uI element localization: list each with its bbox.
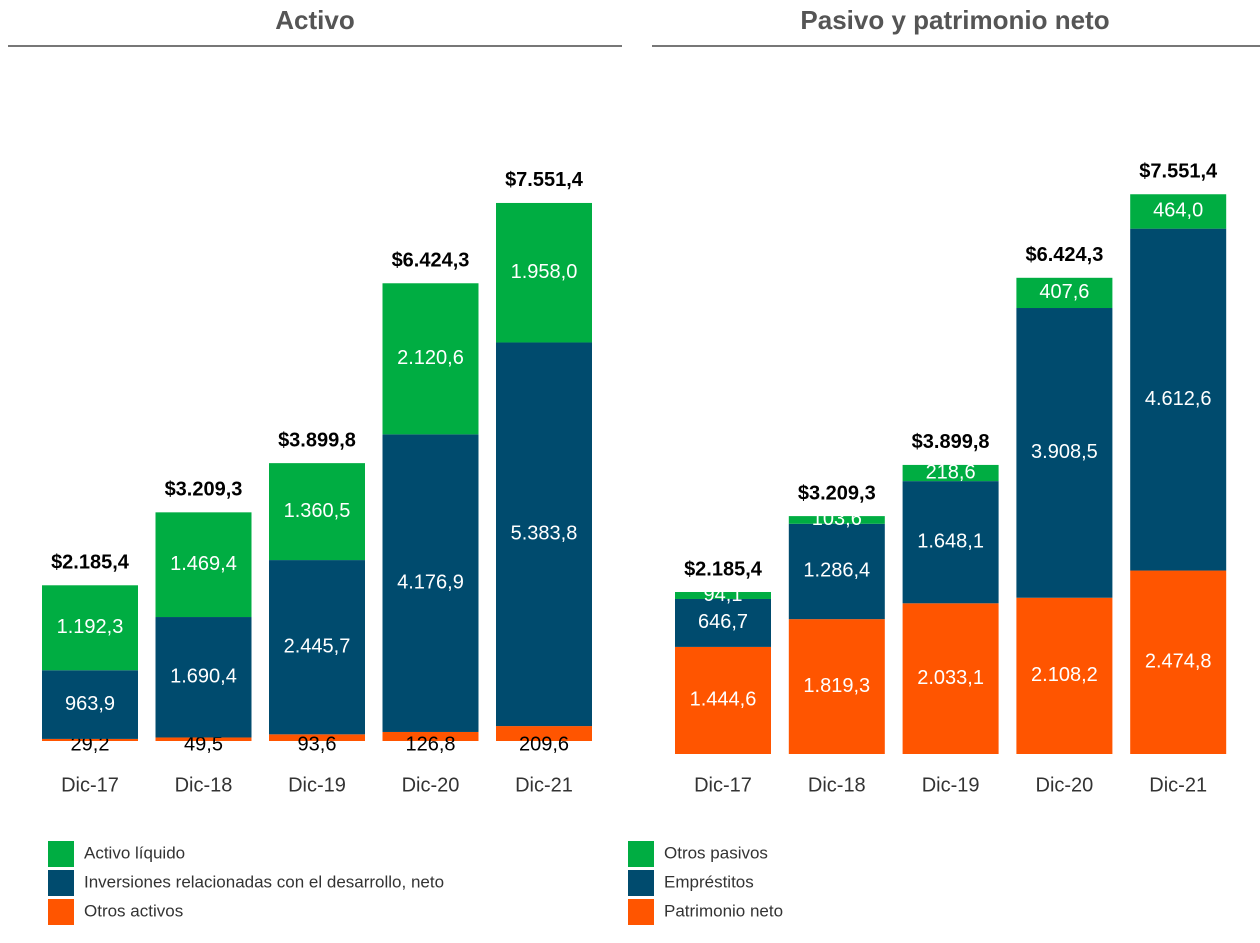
value-label: 4.176,9 (397, 571, 464, 593)
total-label: $3.209,3 (798, 482, 876, 504)
bar-segment (496, 342, 592, 727)
legend-label: Activo líquido (84, 843, 185, 862)
x-tick-label: Dic-20 (402, 774, 460, 796)
legend-label: Otros activos (84, 901, 183, 920)
total-label: $6.424,3 (392, 250, 470, 272)
value-label: 1.360,5 (284, 500, 351, 522)
legend-label: Otros pasivos (664, 843, 768, 862)
legend-swatch (628, 899, 654, 925)
value-label: 1.690,4 (170, 666, 237, 688)
legend-swatch (48, 870, 74, 896)
total-label: $2.185,4 (51, 552, 130, 574)
x-tick-label: Dic-21 (515, 774, 573, 796)
bar-segment (902, 603, 999, 754)
bar-segment (42, 738, 138, 741)
bar-segment (788, 523, 885, 620)
legend-swatch (48, 841, 74, 867)
bar-segment (902, 481, 999, 604)
legend-label: Patrimonio neto (664, 901, 783, 920)
bar-segment (382, 283, 479, 435)
bar-segment (1016, 277, 1113, 309)
total-label: $7.551,4 (505, 169, 584, 191)
bar-segment (1016, 597, 1113, 754)
legend-swatch (628, 870, 654, 896)
value-label: 2.120,6 (397, 347, 464, 369)
value-label: 3.908,5 (1031, 441, 1098, 463)
bar-segment (155, 617, 252, 738)
bar-segment (269, 560, 365, 735)
x-tick-label: Dic-20 (1036, 774, 1094, 796)
value-label: 646,7 (698, 611, 748, 633)
value-label: 209,6 (519, 733, 569, 755)
value-label: 2.033,1 (917, 667, 984, 689)
bar-segment (382, 434, 479, 732)
value-label: 1.648,1 (917, 530, 984, 552)
value-label: 94,1 (704, 584, 743, 606)
chart-title: Pasivo y patrimonio neto (800, 5, 1109, 35)
total-label: $3.899,8 (278, 429, 356, 451)
bar-segment (1016, 308, 1113, 598)
bar-segment (675, 646, 771, 754)
bar-segment (1130, 194, 1227, 229)
bar-segment (675, 598, 771, 647)
legend-swatch (628, 841, 654, 867)
value-label: 1.192,3 (57, 616, 124, 638)
total-label: $2.185,4 (684, 558, 763, 580)
value-label: 1.286,4 (803, 560, 870, 582)
value-label: 1.958,0 (511, 261, 578, 283)
bar-segment (788, 516, 885, 524)
x-tick-label: Dic-19 (288, 774, 346, 796)
chart-title: Activo (275, 5, 354, 35)
bar-segment (496, 726, 592, 741)
bar-segment (42, 585, 138, 671)
bar-segment (788, 619, 885, 754)
bar-segment (1130, 570, 1227, 754)
total-label: $7.551,4 (1139, 161, 1218, 183)
bar-segment (382, 731, 479, 741)
legend-label: Inversiones relacionadas con el desarrol… (84, 872, 444, 891)
bar-segment (269, 734, 365, 741)
x-tick-label: Dic-21 (1149, 774, 1207, 796)
legend-label: Empréstitos (664, 872, 754, 891)
x-tick-label: Dic-17 (61, 774, 119, 796)
total-label: $3.209,3 (165, 479, 243, 501)
value-label: 1.469,4 (170, 553, 237, 575)
bar-segment (496, 202, 592, 343)
value-label: 464,0 (1153, 200, 1203, 222)
bar-segment (1130, 228, 1227, 571)
value-label: 4.612,6 (1145, 388, 1212, 410)
x-tick-label: Dic-18 (808, 774, 866, 796)
bar-segment (155, 512, 252, 618)
total-label: $6.424,3 (1025, 244, 1103, 266)
value-label: 218,6 (926, 461, 976, 483)
value-label: 49,5 (184, 733, 223, 755)
value-label: 2.445,7 (284, 635, 351, 657)
legend-swatch (48, 899, 74, 925)
value-label: 103,6 (812, 508, 862, 530)
x-tick-label: Dic-17 (694, 774, 752, 796)
x-tick-label: Dic-18 (175, 774, 233, 796)
total-label: $3.899,8 (912, 431, 990, 453)
value-label: 2.108,2 (1031, 664, 1098, 686)
value-label: 93,6 (298, 733, 337, 755)
value-label: 963,9 (65, 693, 115, 715)
value-label: 5.383,8 (511, 523, 578, 545)
value-label: 1.819,3 (803, 675, 870, 697)
value-label: 126,8 (405, 733, 455, 755)
value-label: 407,6 (1039, 281, 1089, 303)
bar-segment (675, 592, 771, 599)
value-label: 1.444,6 (690, 689, 757, 711)
x-tick-label: Dic-19 (922, 774, 980, 796)
bar-segment (155, 737, 252, 741)
bar-segment (42, 670, 138, 739)
bar-segment (269, 463, 365, 561)
bar-segment (902, 464, 999, 482)
value-label: 2.474,8 (1145, 651, 1212, 673)
